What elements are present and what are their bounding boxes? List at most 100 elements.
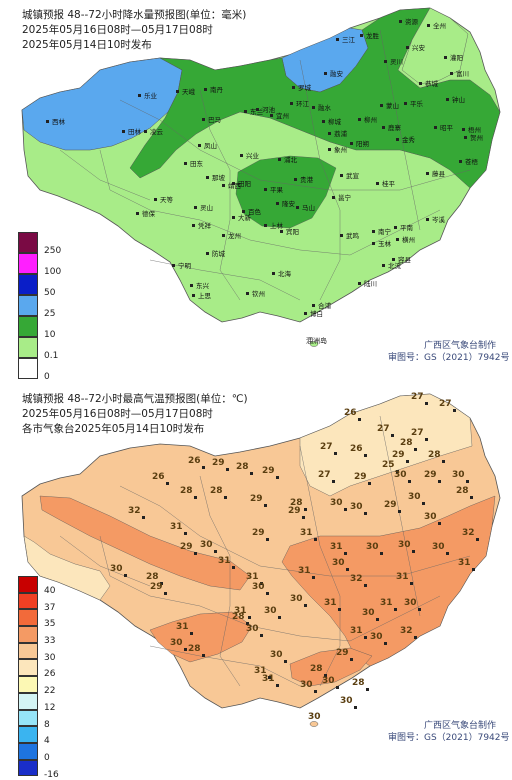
temp-value: 30 bbox=[330, 498, 343, 508]
station-dot bbox=[340, 174, 343, 177]
place-label: 钟山 bbox=[452, 96, 465, 104]
temp-value: 29 bbox=[384, 500, 397, 510]
place-label: 全州 bbox=[433, 22, 446, 30]
temp-value: 32 bbox=[400, 626, 413, 636]
island-shape bbox=[309, 721, 319, 727]
legend-swatch bbox=[18, 576, 38, 593]
station-dot bbox=[202, 466, 205, 469]
temp-title: 城镇预报 48--72小时最高气温预报图(单位：℃) bbox=[22, 393, 248, 405]
station-dot bbox=[324, 674, 327, 677]
station-dot bbox=[394, 226, 397, 229]
place-label: 鹿寨 bbox=[388, 124, 401, 132]
station-dot bbox=[399, 20, 402, 23]
station-dot bbox=[346, 568, 349, 571]
station-dot bbox=[276, 684, 279, 687]
place-label: 横州 bbox=[402, 236, 415, 244]
station-dot bbox=[358, 418, 361, 421]
temp-value: 31 bbox=[176, 622, 189, 632]
legend-swatch bbox=[18, 337, 38, 358]
station-dot bbox=[244, 110, 247, 113]
temp-value: 30 bbox=[432, 542, 445, 552]
rain-0-10-northeast bbox=[401, 7, 469, 85]
station-dot bbox=[427, 24, 430, 27]
station-dot bbox=[328, 148, 331, 151]
temp-value: 27 bbox=[439, 399, 452, 409]
station-dot bbox=[256, 108, 259, 111]
island-temp-value: 30 bbox=[308, 712, 321, 722]
place-label: 马山 bbox=[302, 204, 315, 212]
station-dot bbox=[250, 472, 253, 475]
place-label: 兴安 bbox=[412, 44, 425, 52]
place-label: 东兴 bbox=[196, 282, 209, 290]
temp-value: 30 bbox=[252, 582, 265, 592]
temp-value: 28 bbox=[180, 486, 193, 496]
temp-value: 31 bbox=[350, 626, 363, 636]
legend-swatch bbox=[18, 316, 38, 337]
temp-value: 28 bbox=[146, 572, 159, 582]
station-dot bbox=[472, 568, 475, 571]
place-label: 凌云 bbox=[150, 128, 163, 136]
legend-label: 4 bbox=[44, 736, 50, 747]
place-label: 荔浦 bbox=[334, 130, 347, 138]
station-dot bbox=[304, 312, 307, 315]
temp-26-30-west bbox=[23, 535, 111, 601]
temp-value: 30 bbox=[452, 470, 465, 480]
temp-value: 32 bbox=[462, 528, 475, 538]
place-label: 贺州 bbox=[470, 134, 483, 142]
temp-value: 30 bbox=[246, 624, 259, 634]
station-dot bbox=[322, 120, 325, 123]
place-label: 平南 bbox=[400, 224, 413, 232]
temp-credit: 广西区气象台制作 bbox=[424, 721, 497, 731]
temp-value: 30 bbox=[398, 540, 411, 550]
station-dot bbox=[358, 282, 361, 285]
station-dot bbox=[284, 660, 287, 663]
station-dot bbox=[264, 504, 267, 507]
temp-value: 29 bbox=[180, 542, 193, 552]
island-label: 涠洲岛 bbox=[306, 337, 327, 345]
station-dot bbox=[408, 480, 411, 483]
temp-issued: 各市气象台2025年05月14日10时发布 bbox=[22, 423, 205, 435]
station-dot bbox=[46, 120, 49, 123]
station-dot bbox=[394, 608, 397, 611]
temp-review-number: 审图号：GS（2021）7942号 bbox=[388, 733, 510, 743]
station-dot bbox=[294, 178, 297, 181]
station-dot bbox=[438, 522, 441, 525]
place-label: 武鸣 bbox=[346, 232, 359, 240]
station-dot bbox=[184, 162, 187, 165]
temp-value: 28 bbox=[352, 678, 365, 688]
temp-33-35-central bbox=[281, 495, 496, 667]
station-dot bbox=[396, 138, 399, 141]
station-dot bbox=[264, 224, 267, 227]
station-dot bbox=[380, 552, 383, 555]
station-dot bbox=[222, 234, 225, 237]
station-dot bbox=[312, 304, 315, 307]
temp-value: 29 bbox=[262, 466, 275, 476]
station-dot bbox=[459, 160, 462, 163]
temperature-map bbox=[21, 393, 501, 727]
place-label: 蒙山 bbox=[386, 102, 399, 110]
station-dot bbox=[160, 582, 163, 585]
station-dot bbox=[202, 654, 205, 657]
temp-value: 28 bbox=[310, 664, 323, 674]
temp-value: 31 bbox=[380, 598, 393, 608]
legend-label: 22 bbox=[44, 686, 56, 697]
station-dot bbox=[372, 230, 375, 233]
legend-label: 250 bbox=[44, 246, 62, 256]
station-dot bbox=[412, 550, 415, 553]
temp-value: 30 bbox=[322, 676, 335, 686]
station-dot bbox=[450, 72, 453, 75]
place-label: 恭城 bbox=[425, 80, 438, 88]
station-dot bbox=[194, 552, 197, 555]
station-dot bbox=[194, 496, 197, 499]
temp-value: 28 bbox=[456, 486, 469, 496]
place-label: 武宣 bbox=[346, 172, 359, 180]
station-dot bbox=[414, 448, 417, 451]
temp-value: 31 bbox=[330, 542, 343, 552]
station-dot bbox=[425, 402, 428, 405]
temp-value: 26 bbox=[152, 472, 165, 482]
station-dot bbox=[368, 482, 371, 485]
station-dot bbox=[470, 496, 473, 499]
station-dot bbox=[466, 480, 469, 483]
legend-swatch bbox=[18, 295, 38, 316]
place-label: 陆川 bbox=[364, 280, 377, 288]
